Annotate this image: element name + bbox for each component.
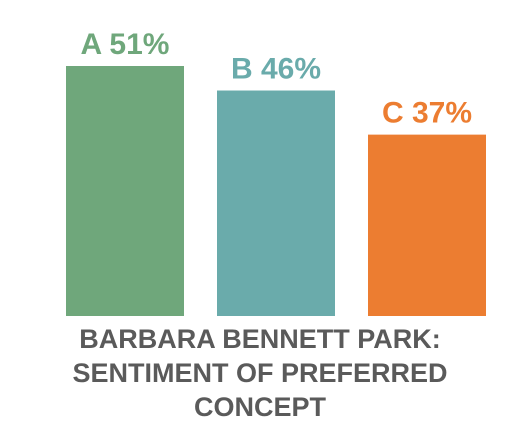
bar [66,66,184,316]
category-label: A [81,28,102,61]
category-label: B [231,53,253,86]
chart: A 51% B 46% C 37% [66,28,486,317]
chart-title: BARBARA BENNETT PARK: SENTIMENT OF PREFE… [72,324,448,422]
value-label: 46% [261,53,321,86]
value-label: 37% [412,97,472,130]
bar-label: C 37% [382,97,472,130]
bar [217,90,335,317]
bar-label: A 51% [81,28,170,61]
bar [368,134,486,316]
bar-label: B 46% [231,53,321,86]
value-label: 51% [109,28,169,61]
category-label: C [382,97,404,130]
